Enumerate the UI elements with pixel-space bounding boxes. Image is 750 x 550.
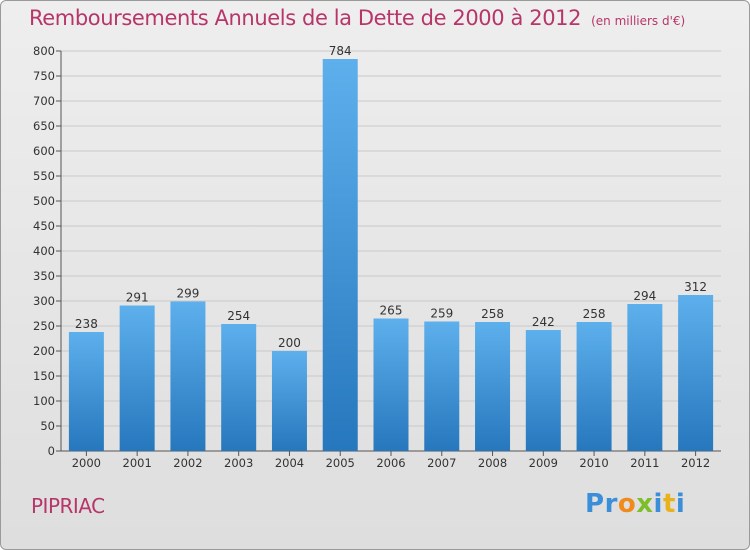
y-tick-label: 400	[33, 244, 55, 258]
commune-name: PIPRIAC	[31, 494, 105, 518]
bar	[373, 318, 409, 451]
bar-value-label: 294	[633, 289, 656, 303]
chart-title: Remboursements Annuels de la Dette de 20…	[29, 6, 582, 30]
y-tick-label: 600	[33, 144, 55, 158]
bar-value-label: 259	[430, 307, 453, 321]
bar-value-label: 254	[227, 309, 250, 323]
bar	[475, 322, 511, 451]
y-tick-label: 500	[33, 194, 55, 208]
bar	[424, 321, 460, 451]
y-tick-label: 700	[33, 94, 55, 108]
bar-value-label: 238	[75, 317, 98, 331]
proxiti-logo: Proxiti	[585, 489, 685, 519]
bar	[678, 295, 714, 451]
logo-letter: r	[604, 489, 618, 519]
logo-letter: x	[636, 489, 654, 519]
logo-letter: i	[675, 489, 686, 519]
y-tick-label: 550	[33, 169, 55, 183]
y-tick-label: 350	[33, 269, 55, 283]
y-tick-label: 0	[48, 444, 55, 458]
y-tick-label: 200	[33, 344, 55, 358]
bars	[68, 59, 714, 451]
title-row: Remboursements Annuels de la Dette de 20…	[29, 6, 685, 30]
bar-value-label: 291	[126, 291, 149, 305]
bar-value-label: 265	[380, 304, 403, 318]
x-tick-label: 2010	[579, 456, 608, 470]
y-tick-label: 250	[33, 319, 55, 333]
bar	[576, 322, 612, 451]
y-tick-label: 750	[33, 69, 55, 83]
x-tick-label: 2002	[173, 456, 202, 470]
logo-letter: t	[662, 489, 676, 519]
x-tick-label: 2007	[427, 456, 456, 470]
bar-value-label: 258	[583, 307, 606, 321]
logo-letter: o	[617, 489, 637, 519]
x-tick-label: 2009	[529, 456, 558, 470]
x-tick-label: 2012	[681, 456, 710, 470]
x-tick-label: 2000	[72, 456, 101, 470]
bar-value-label: 258	[481, 307, 504, 321]
labels: 0 50 100 150 200 250 300 350 400 450 500 550 600 650 7…	[33, 44, 710, 470]
x-tick-label: 2003	[224, 456, 253, 470]
y-tick-label: 100	[33, 394, 55, 408]
chart-subtitle: (en milliers d'€)	[591, 14, 686, 28]
bar-value-label: 242	[532, 315, 555, 329]
bar-value-label: 312	[684, 280, 707, 294]
bar	[525, 330, 561, 451]
bar	[170, 301, 206, 451]
logo-letter: i	[653, 489, 663, 519]
bar-value-label: 200	[278, 336, 301, 350]
x-tick-label: 2005	[326, 456, 355, 470]
x-tick-label: 2011	[630, 456, 659, 470]
x-tick-label: 2004	[275, 456, 304, 470]
bar	[119, 305, 155, 451]
y-tick-label: 650	[33, 119, 55, 133]
bar	[221, 324, 257, 451]
y-tick-label: 300	[33, 294, 55, 308]
x-tick-label: 2006	[376, 456, 405, 470]
y-tick-label: 800	[33, 44, 55, 58]
bar	[68, 332, 104, 451]
y-tick-label: 150	[33, 369, 55, 383]
bar-value-label: 784	[329, 44, 352, 58]
bar	[271, 351, 307, 451]
x-tick-label: 2001	[123, 456, 152, 470]
y-tick-label: 450	[33, 219, 55, 233]
bar	[322, 59, 358, 451]
bar-value-label: 299	[176, 287, 199, 301]
logo-letter: P	[585, 489, 605, 519]
y-tick-label: 50	[40, 419, 55, 433]
bar	[627, 304, 663, 451]
x-tick-label: 2008	[478, 456, 507, 470]
